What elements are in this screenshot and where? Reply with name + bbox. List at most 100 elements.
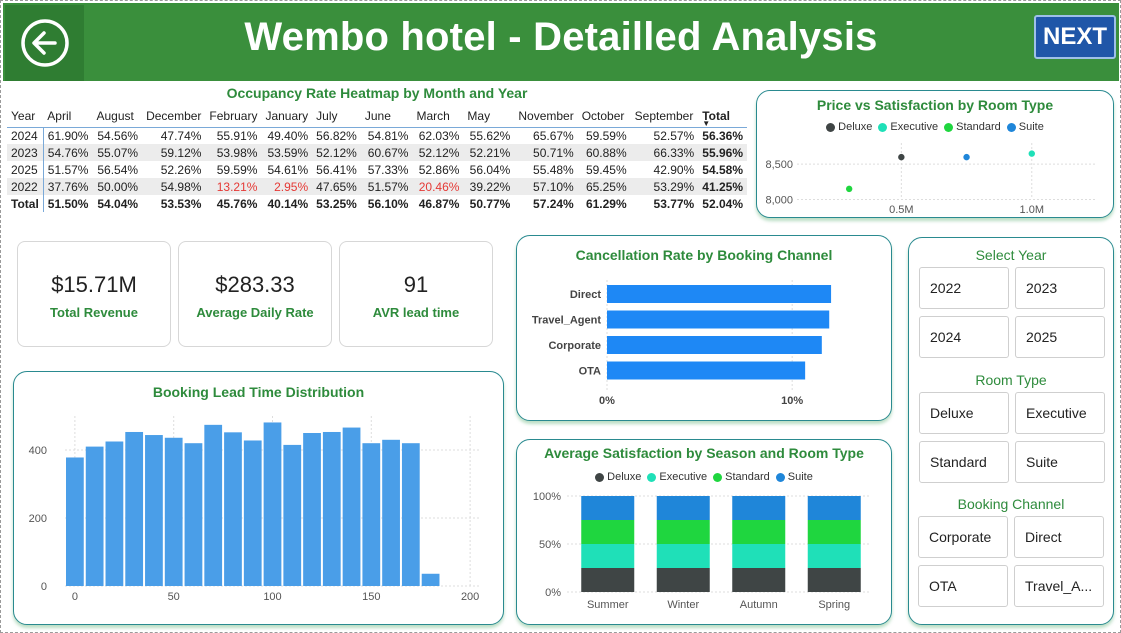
stacked-bar-segment: [732, 568, 786, 592]
satisfaction-title: Average Satisfaction by Season and Room …: [544, 445, 864, 461]
heatmap-title: Occupancy Rate Heatmap by Month and Year: [226, 85, 528, 101]
legend-dot-icon: [1006, 122, 1016, 132]
heatmap-cell: 53.25%: [316, 196, 357, 211]
heatmap-cell: 20.46%: [412, 178, 464, 195]
heatmap-cell: 61.29%: [585, 196, 627, 211]
y-tick-label: 200: [29, 513, 47, 525]
slicer-room-executive[interactable]: Executive: [1015, 392, 1105, 434]
heatmap-cell: 62.03%: [418, 128, 460, 143]
y-tick-label: 400: [29, 445, 47, 457]
slicer-room-suite[interactable]: Suite: [1015, 441, 1105, 483]
heatmap-cell: 41.25%: [698, 178, 747, 195]
legend-label: Executive: [659, 471, 708, 483]
slicer-room-deluxe[interactable]: Deluxe: [919, 392, 1009, 434]
heatmap-cell: 53.29%: [630, 178, 699, 195]
heatmap-col-header[interactable]: Year: [7, 105, 44, 128]
heatmap-cell: 50.71%: [514, 144, 578, 161]
heatmap-col-header[interactable]: December: [142, 105, 206, 128]
heatmap-cell: 56.41%: [316, 162, 357, 177]
heatmap-cell: 46.87%: [418, 196, 460, 211]
histogram-bar: [263, 422, 282, 586]
legend-item[interactable]: Deluxe: [826, 121, 872, 133]
heatmap-cell: 59.45%: [585, 162, 627, 177]
cancellation-bar: [607, 285, 832, 303]
cancellation-title: Cancellation Rate by Booking Channel: [575, 247, 833, 263]
heatmap-col-header[interactable]: April: [43, 105, 93, 128]
slicer-year-title: Select Year: [975, 247, 1047, 263]
x-tick-label: 0: [72, 591, 78, 603]
heatmap-cell: 54.98%: [142, 178, 206, 195]
heatmap-cell: 66.33%: [630, 144, 699, 161]
heatmap-col-header[interactable]: September: [630, 105, 699, 128]
slicer-year-2025[interactable]: 2025: [1015, 316, 1105, 358]
heatmap-cell: 47.74%: [160, 128, 202, 143]
satisfaction-chart: 100% 50% 0% Summer Winter Autumn Spring: [533, 491, 869, 611]
category-label: Travel_Agent: [532, 315, 601, 327]
category-label: Autumn: [740, 599, 778, 611]
heatmap-cell: 55.96%: [698, 144, 747, 161]
slicer-year-2022[interactable]: 2022: [919, 267, 1009, 309]
cancellation-bar: [607, 310, 830, 329]
x-tick-label: 0.5M: [889, 204, 913, 216]
slicer-year-2023[interactable]: 2023: [1015, 267, 1105, 309]
histogram-bar: [105, 441, 124, 586]
heatmap-cell: 54.56%: [97, 128, 139, 143]
legend-item[interactable]: Executive: [878, 121, 938, 133]
legend-item[interactable]: Suite: [775, 471, 813, 483]
heatmap-year-cell: 2024: [7, 127, 44, 144]
legend-item[interactable]: Standard: [944, 121, 1001, 133]
histogram-bar: [125, 431, 144, 586]
page-title: Wembo hotel - Detailled Analysis: [244, 15, 878, 59]
heatmap-cell: 51.57%: [360, 178, 413, 195]
y-tick-label: 0: [41, 581, 47, 593]
x-tick-label: 0%: [599, 395, 615, 407]
heatmap-col-header[interactable]: July: [312, 105, 361, 128]
x-tick-label: 1.0M: [1020, 204, 1044, 216]
heatmap-col-header[interactable]: February: [205, 105, 262, 128]
histogram-bar: [283, 444, 302, 586]
slicer-channel-ota[interactable]: OTA: [918, 565, 1008, 607]
slicer-channel-direct[interactable]: Direct: [1014, 516, 1104, 558]
slicer-channel-corporate[interactable]: Corporate: [918, 516, 1008, 558]
heatmap-col-header[interactable]: Total ▼: [698, 105, 747, 128]
histogram-bar: [204, 424, 223, 586]
slicer-room-standard[interactable]: Standard: [919, 441, 1009, 483]
kpi-avr-lead-time: 91 AVR lead time: [339, 241, 493, 347]
heatmap-table: Year April August December February January Ju…: [7, 105, 747, 212]
legend-label: Standard: [956, 121, 1001, 133]
next-button[interactable]: NEXT: [1034, 15, 1116, 59]
legend-item[interactable]: Executive: [647, 471, 707, 483]
legend-item[interactable]: Deluxe: [595, 471, 641, 483]
heatmap-header-row: Year April August December February January Ju…: [7, 105, 747, 128]
heatmap-cell: 56.04%: [469, 162, 511, 177]
heatmap-col-header[interactable]: August: [92, 105, 143, 128]
heatmap-col-header[interactable]: November: [514, 105, 578, 128]
legend-item[interactable]: Standard: [713, 471, 770, 483]
kpi-value: $15.71M: [51, 272, 137, 297]
heatmap-cell: 54.81%: [367, 128, 409, 143]
heatmap-total-row: Total 51.50% 54.04% 53.53% 45.76% 40.14% 53.25…: [7, 195, 747, 212]
heatmap-col-header[interactable]: January: [261, 105, 313, 128]
legend-item[interactable]: Suite: [1006, 121, 1044, 133]
stacked-bar-segment: [581, 496, 635, 520]
heatmap-cell: 52.86%: [418, 162, 460, 177]
kpi-label: Total Revenue: [50, 305, 138, 320]
heatmap-col-header[interactable]: October: [577, 105, 631, 128]
heatmap-cell: 54.76%: [43, 144, 93, 161]
back-button[interactable]: [5, 5, 84, 81]
heatmap-col-header[interactable]: June: [360, 105, 413, 128]
histogram-bar: [342, 427, 361, 586]
category-label: Corporate: [548, 340, 601, 352]
y-tick-label: 8,500: [765, 159, 793, 171]
heatmap-cell: 39.22%: [463, 178, 515, 195]
slicer-channel-travel-agent[interactable]: Travel_A...: [1014, 565, 1104, 607]
heatmap-cell: 56.82%: [316, 128, 357, 143]
histogram-bar: [382, 439, 400, 586]
legend-dot-icon: [595, 472, 605, 482]
stacked-bar-segment: [807, 568, 861, 592]
heatmap-col-header[interactable]: March: [412, 105, 464, 128]
heatmap-col-header[interactable]: May: [463, 105, 515, 128]
slicer-year-2024[interactable]: 2024: [919, 316, 1009, 358]
table-row: 2024 61.90% 54.56% 47.74% 55.91% 49.40% 56.82%…: [7, 127, 747, 144]
x-tick-label: 50: [168, 591, 180, 603]
